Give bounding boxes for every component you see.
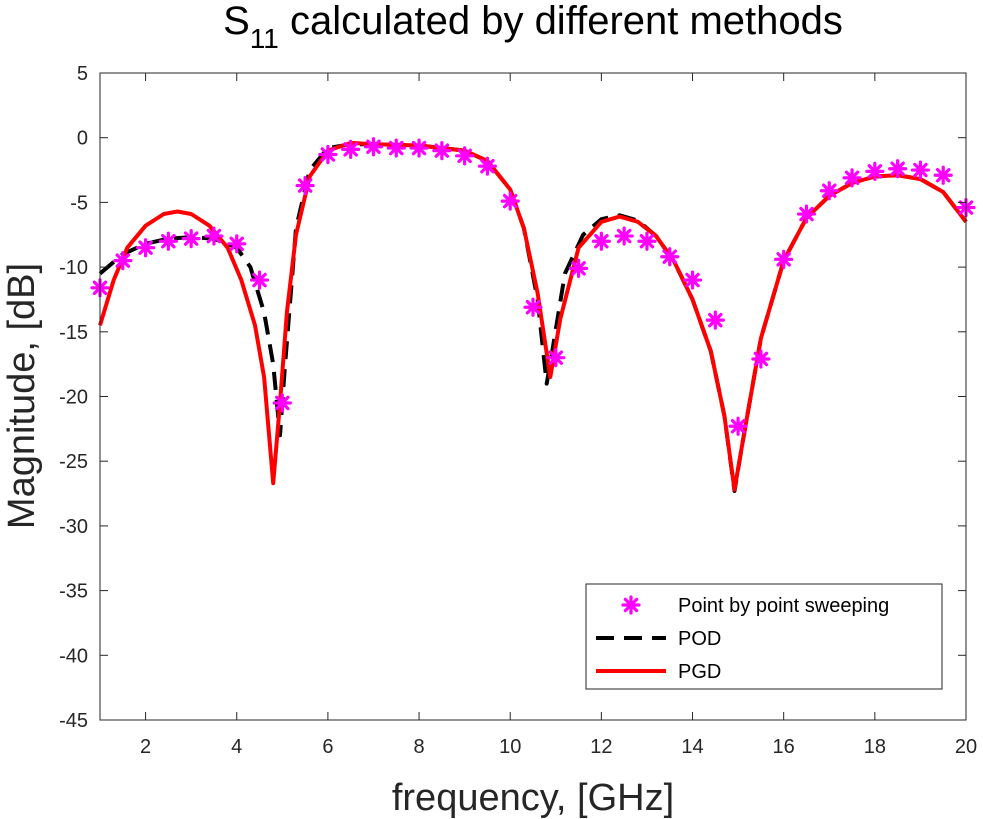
data-point	[455, 146, 475, 166]
data-point	[341, 139, 361, 159]
data-point	[660, 247, 680, 267]
y-axis-label: Magnitude, [dB]	[1, 263, 43, 529]
x-tick-label: 2	[140, 736, 151, 758]
data-point	[819, 181, 839, 201]
data-point	[796, 204, 817, 224]
data-point	[682, 270, 703, 290]
data-point	[705, 310, 725, 330]
x-tick-label: 16	[773, 736, 795, 758]
data-point	[386, 138, 406, 158]
data-point	[728, 416, 748, 436]
data-point	[409, 138, 429, 158]
data-point	[591, 231, 611, 251]
y-tick-label: -15	[59, 322, 88, 344]
y-tick-label: -30	[59, 516, 88, 538]
data-point	[568, 258, 589, 278]
data-point	[546, 348, 566, 368]
data-point	[933, 165, 953, 185]
data-point	[614, 226, 634, 246]
data-point	[181, 229, 201, 249]
y-tick-label: -20	[59, 387, 88, 409]
data-point	[523, 297, 543, 317]
title-subscript: 11	[250, 23, 279, 54]
legend-item: PGD	[596, 661, 721, 683]
data-point	[272, 393, 292, 413]
series-point-by-point-sweeping	[90, 137, 976, 436]
data-point	[888, 159, 908, 179]
data-point	[500, 191, 520, 211]
legend-item: Point by point sweeping	[621, 595, 889, 617]
y-tick-label: -45	[59, 710, 88, 732]
x-tick-label: 8	[413, 736, 424, 758]
data-point	[637, 231, 657, 251]
x-tick-label: 4	[231, 736, 242, 758]
chart-title: S11 calculated by different methods	[223, 0, 843, 54]
data-point	[774, 249, 794, 269]
y-tick-label: 0	[77, 128, 88, 150]
y-tick-label: -40	[59, 645, 88, 667]
x-tick-label: 18	[864, 736, 886, 758]
data-point	[227, 234, 247, 254]
x-tick-label: 6	[322, 736, 333, 758]
x-tick-label: 20	[955, 736, 977, 758]
x-tick-label: 14	[681, 736, 703, 758]
data-point	[432, 141, 452, 161]
data-point	[363, 137, 384, 157]
x-tick-label: 12	[590, 736, 612, 758]
data-point	[295, 175, 315, 196]
data-point	[318, 144, 338, 165]
x-axis-label: frequency, [GHz]	[392, 777, 674, 819]
legend: Point by point sweeping POD PGD	[585, 583, 943, 690]
legend-label: POD	[678, 628, 721, 650]
legend-label: PGD	[678, 661, 721, 683]
x-tick-label: 10	[499, 736, 521, 758]
data-point	[113, 251, 133, 271]
y-tick-label: -35	[59, 581, 88, 603]
legend-marker	[621, 595, 641, 615]
legend-item: POD	[596, 628, 721, 650]
legend-label: Point by point sweeping	[678, 595, 889, 617]
data-point	[158, 231, 178, 251]
y-tick-label: -10	[59, 257, 88, 279]
y-tick-label: -25	[59, 451, 88, 473]
y-tick-label: -5	[70, 192, 88, 214]
data-point	[477, 156, 498, 176]
y-tick-label: 5	[77, 63, 88, 85]
data-point	[249, 270, 270, 290]
data-point	[842, 168, 862, 188]
data-point	[135, 238, 156, 258]
data-point	[910, 160, 931, 180]
data-point	[751, 349, 771, 369]
data-point	[865, 161, 885, 181]
data-point	[204, 226, 224, 246]
